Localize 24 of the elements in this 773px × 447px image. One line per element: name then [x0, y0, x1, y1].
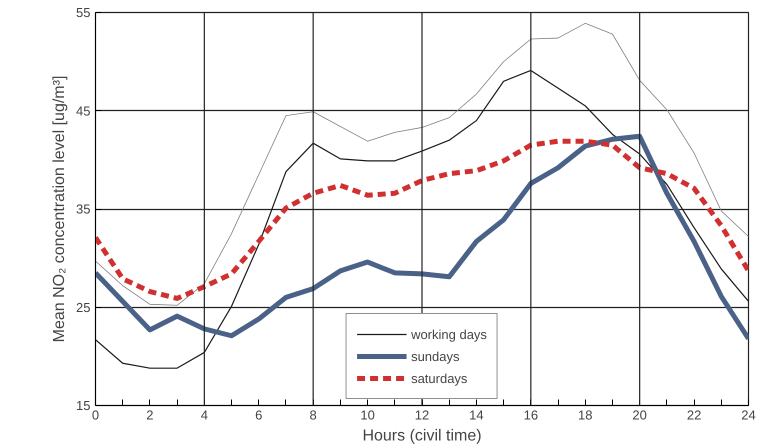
y-tick-label: 35: [76, 202, 91, 216]
line-series: [96, 22, 748, 306]
x-tick-label: 8: [310, 408, 317, 422]
x-tick-label: 2: [146, 408, 154, 422]
x-tick-label: 0: [92, 408, 100, 422]
x-tick-label: 12: [414, 408, 430, 422]
x-tick-label: 20: [632, 408, 647, 422]
legend-label: saturdays: [411, 370, 468, 386]
legend-label: sundays: [411, 348, 460, 364]
legend-label: working days: [411, 326, 487, 342]
y-tick-label: 55: [76, 5, 91, 20]
y-tick-label: 15: [76, 398, 91, 413]
x-axis-title: Hours (civil time): [362, 428, 482, 444]
y-axis-title: Mean NO₂ concentration level [ug/m³]: [51, 76, 68, 342]
y-tick-label: 45: [76, 103, 91, 118]
x-tick-label: 24: [741, 408, 756, 422]
y-tick-label: 25: [76, 300, 91, 315]
x-tick-label: 4: [200, 408, 208, 422]
x-tick-label: 16: [524, 408, 538, 422]
x-tick-label: 10: [360, 408, 375, 422]
x-tick-label: 14: [469, 408, 484, 422]
x-tick-label: 6: [255, 408, 262, 422]
x-tick-label: 18: [578, 408, 592, 422]
x-tick-label: 22: [686, 408, 702, 422]
